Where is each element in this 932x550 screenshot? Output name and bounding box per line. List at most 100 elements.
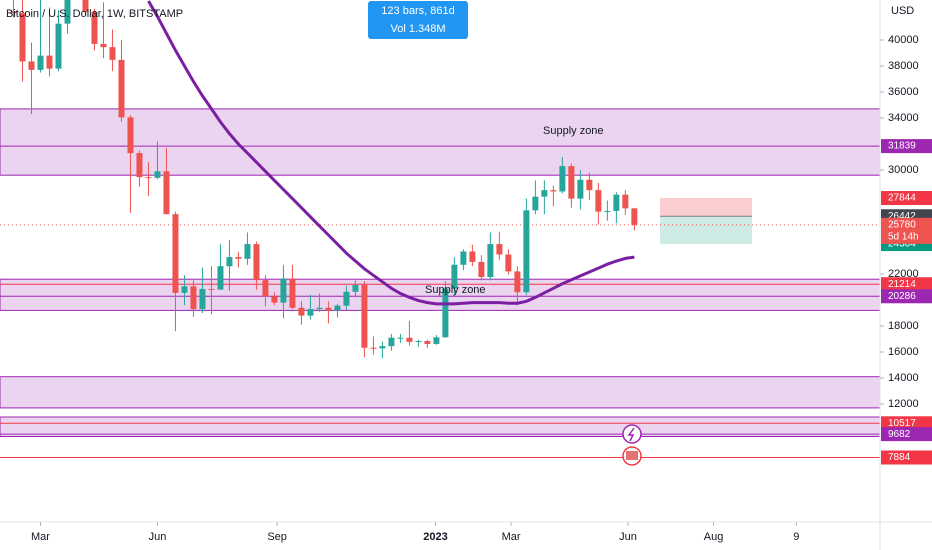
price-badge-label: 9682 bbox=[888, 429, 911, 440]
candle-body bbox=[289, 278, 296, 308]
target-area bbox=[660, 216, 752, 245]
candle-body bbox=[262, 280, 269, 297]
candle-body bbox=[199, 288, 206, 310]
range-info-box bbox=[368, 1, 468, 39]
candle-body bbox=[406, 337, 413, 342]
candle-body bbox=[37, 55, 44, 70]
candle-body bbox=[136, 153, 143, 178]
price-badge-label: 24304 bbox=[888, 239, 916, 250]
candle-body bbox=[478, 261, 485, 277]
candle-body bbox=[613, 194, 620, 211]
y-tick-label: 18000 bbox=[888, 320, 919, 332]
price-badge-label: 26442 bbox=[888, 211, 916, 222]
price-badge-label: 21214 bbox=[888, 279, 916, 290]
supply-zone bbox=[0, 376, 880, 409]
zone-annotation: Supply zone bbox=[543, 125, 604, 137]
price-badge bbox=[881, 416, 932, 431]
y-tick-label: 38000 bbox=[888, 60, 919, 72]
candle-body bbox=[217, 266, 224, 290]
price-badge bbox=[881, 139, 932, 154]
candle-body bbox=[541, 190, 548, 197]
price-badge-label: 31839 bbox=[888, 141, 916, 152]
candle-body bbox=[415, 341, 422, 343]
bars-info: 123 bars, 861d bbox=[381, 5, 454, 17]
flag-glyph bbox=[626, 451, 638, 460]
price-badge-label: 7884 bbox=[888, 452, 911, 463]
candle-body bbox=[316, 307, 323, 310]
price-badge bbox=[881, 427, 932, 442]
candle-body bbox=[433, 337, 440, 344]
candle-body bbox=[550, 190, 557, 192]
symbol-title: Bitcoin / U.S. Dollar, 1W, BITSTAMP bbox=[6, 8, 183, 20]
candle-body bbox=[19, 13, 26, 62]
candle-body bbox=[460, 251, 467, 265]
plot-area bbox=[0, 0, 880, 459]
candle-body bbox=[82, 0, 89, 13]
candle-body bbox=[100, 43, 107, 48]
candle-body bbox=[631, 208, 638, 225]
candle-body bbox=[325, 307, 332, 311]
price-axis-unit: USD bbox=[891, 5, 914, 17]
supply-zone bbox=[0, 108, 880, 176]
x-tick-label: 9 bbox=[793, 531, 799, 543]
candle-body bbox=[388, 337, 395, 347]
candle-body bbox=[343, 291, 350, 306]
candle-body bbox=[64, 0, 71, 24]
candle-body bbox=[109, 47, 116, 60]
countdown-label: 5d 14h bbox=[888, 232, 919, 243]
candle-body bbox=[559, 166, 566, 192]
candle-body bbox=[208, 288, 215, 290]
x-tick-label: 2023 bbox=[423, 531, 447, 543]
candle-body bbox=[505, 254, 512, 272]
candle-body bbox=[532, 196, 539, 211]
volume-info: Vol 1.348M bbox=[390, 23, 445, 35]
candle-body bbox=[154, 171, 161, 178]
x-tick-label: Aug bbox=[704, 531, 724, 543]
candle-body bbox=[586, 179, 593, 191]
candle-body bbox=[595, 190, 602, 212]
price-badge-label: 20286 bbox=[888, 291, 916, 302]
x-tick-label: Jun bbox=[149, 531, 167, 543]
candle-body bbox=[604, 210, 611, 212]
price-badge bbox=[881, 450, 932, 465]
candle-body bbox=[271, 296, 278, 303]
supply-zone bbox=[0, 416, 880, 437]
price-badge bbox=[881, 277, 932, 292]
candle-body bbox=[397, 337, 404, 339]
candle-body bbox=[118, 59, 125, 118]
candle-body bbox=[442, 288, 449, 338]
candle-body bbox=[334, 305, 341, 311]
y-tick-label: 22000 bbox=[888, 268, 919, 280]
candle-body bbox=[235, 257, 242, 259]
y-tick-label: 14000 bbox=[888, 372, 919, 384]
candle-body bbox=[352, 285, 359, 292]
candle-body bbox=[190, 286, 197, 310]
price-badge-label: 10517 bbox=[888, 418, 916, 429]
x-tick-label: Mar bbox=[502, 531, 521, 543]
candle-body bbox=[28, 61, 35, 70]
candle-body bbox=[181, 286, 188, 293]
y-tick-label: 34000 bbox=[888, 112, 919, 124]
candle-body bbox=[46, 55, 53, 69]
x-tick-label: Jun bbox=[619, 531, 637, 543]
y-tick-label: 16000 bbox=[888, 346, 919, 358]
event-icon[interactable] bbox=[622, 424, 642, 444]
candle-body bbox=[424, 341, 431, 344]
candle-body bbox=[280, 278, 287, 303]
event-icon-glyph bbox=[627, 427, 635, 442]
price-badge-label: 27844 bbox=[888, 193, 916, 204]
candle-body bbox=[568, 166, 575, 199]
candle-body bbox=[496, 244, 503, 255]
candle-body bbox=[253, 244, 260, 281]
stop-area bbox=[660, 198, 752, 217]
candle-body bbox=[145, 177, 152, 179]
candle-body bbox=[577, 179, 584, 199]
price-badge-label: 25780 bbox=[888, 220, 916, 231]
candle-body bbox=[514, 271, 521, 293]
candle-body bbox=[307, 309, 314, 316]
y-tick-label: 12000 bbox=[888, 398, 919, 410]
candle-body bbox=[523, 210, 530, 293]
candle-body bbox=[379, 346, 386, 349]
x-tick-label: Sep bbox=[267, 531, 287, 543]
